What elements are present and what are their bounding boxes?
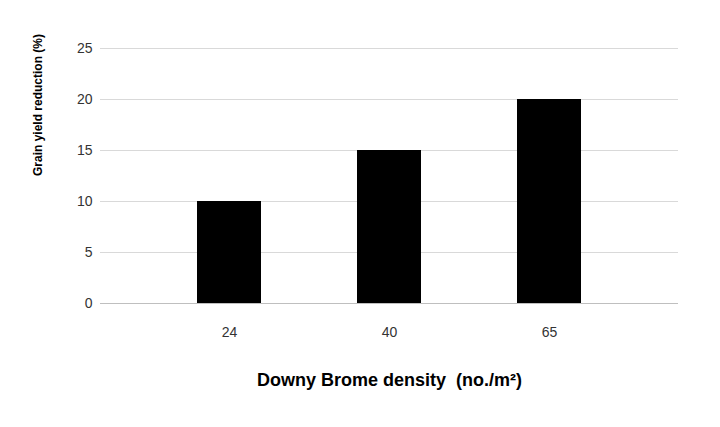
svg-text:40: 40 <box>382 324 398 340</box>
svg-text:10: 10 <box>77 193 93 209</box>
svg-text:65: 65 <box>542 324 558 340</box>
svg-text:20: 20 <box>77 91 93 107</box>
svg-text:25: 25 <box>77 40 93 56</box>
svg-text:Grain yield reduction (%): Grain yield reduction (%) <box>31 34 45 176</box>
svg-text:Downy Brome density (no./m²): Downy Brome density (no./m²) <box>257 370 522 390</box>
svg-text:0: 0 <box>85 295 93 311</box>
svg-text:24: 24 <box>222 324 238 340</box>
svg-text:5: 5 <box>85 244 93 260</box>
svg-text:15: 15 <box>77 142 93 158</box>
